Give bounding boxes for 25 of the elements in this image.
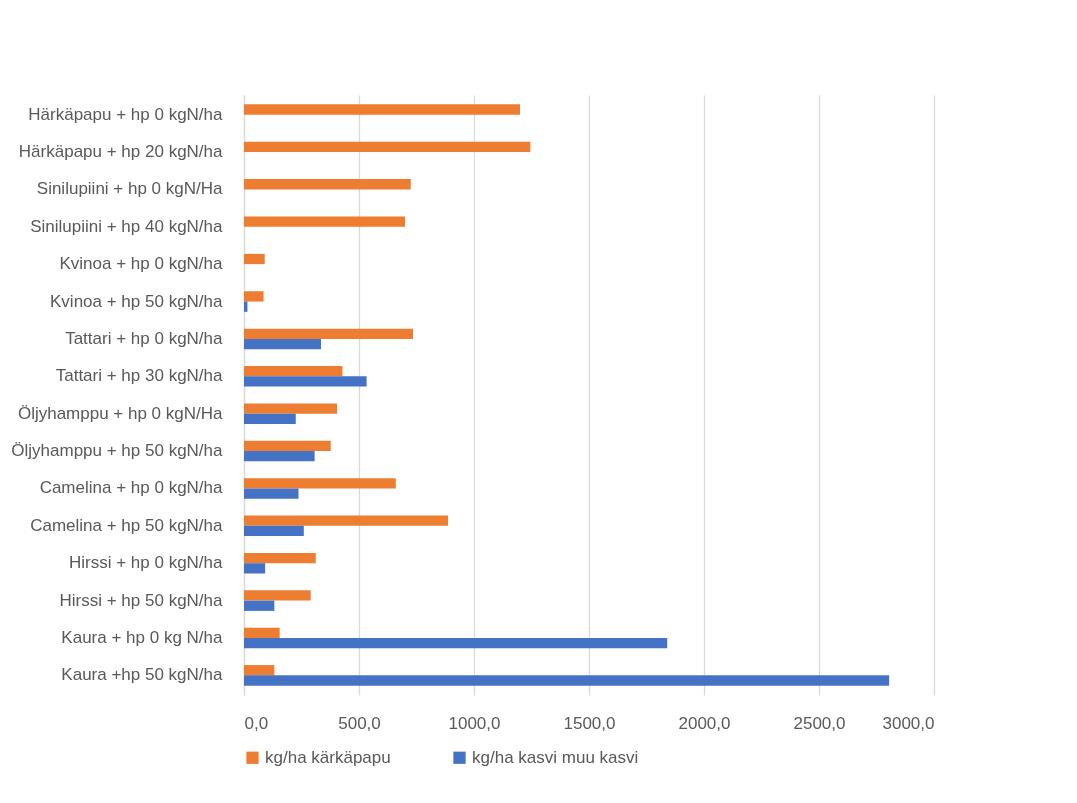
- x-tick-label: 500,0: [338, 713, 381, 733]
- y-tick-label: Härkäpapu + hp 20 kgN/ha: [18, 142, 224, 162]
- legend-label: kg/ha kärkäpapu: [265, 747, 391, 767]
- y-tick-label: Kaura +hp 50 kgN/ha: [61, 665, 224, 685]
- y-tick-label: Camelina + hp 50 kgN/ha: [30, 515, 224, 535]
- y-tick-label: Hirssi + hp 0 kgN/ha: [68, 553, 224, 573]
- y-tick-label: Kaura + hp 0 kg N/ha: [61, 627, 224, 647]
- x-tick-label: 0,0: [244, 713, 269, 733]
- y-tick-label: Sinilupiini + hp 40 kgN/ha: [30, 216, 224, 236]
- x-tick-label: 3000,0: [882, 713, 935, 733]
- y-tick-label: Sinilupiini + hp 0 kgN/Ha: [36, 179, 224, 199]
- y-tick-label: Tattari + hp 30 kgN/ha: [55, 366, 224, 386]
- x-tick-label: 1500,0: [563, 713, 616, 733]
- x-tick-label: 2500,0: [793, 713, 846, 733]
- y-tick-label: Härkäpapu + hp 0 kgN/ha: [28, 104, 224, 124]
- legend-label: kg/ha kasvi muu kasvi: [472, 747, 639, 767]
- y-tick-label: Camelina + hp 0 kgN/ha: [39, 478, 224, 498]
- y-tick-label: Öljyhamppu + hp 0 kgN/Ha: [17, 403, 224, 423]
- y-tick-label: Tattari + hp 0 kgN/ha: [65, 328, 224, 348]
- x-tick-label: 1000,0: [448, 713, 501, 733]
- x-tick-label: 2000,0: [678, 713, 731, 733]
- y-tick-label: Hirssi + hp 50 kgN/ha: [59, 590, 224, 610]
- y-tick-label: Kvinoa + hp 0 kgN/ha: [59, 254, 224, 274]
- y-tick-label: Öljyhamppu + hp 50 kgN/ha: [11, 441, 224, 461]
- y-tick-label: Kvinoa + hp 50 kgN/ha: [50, 291, 224, 311]
